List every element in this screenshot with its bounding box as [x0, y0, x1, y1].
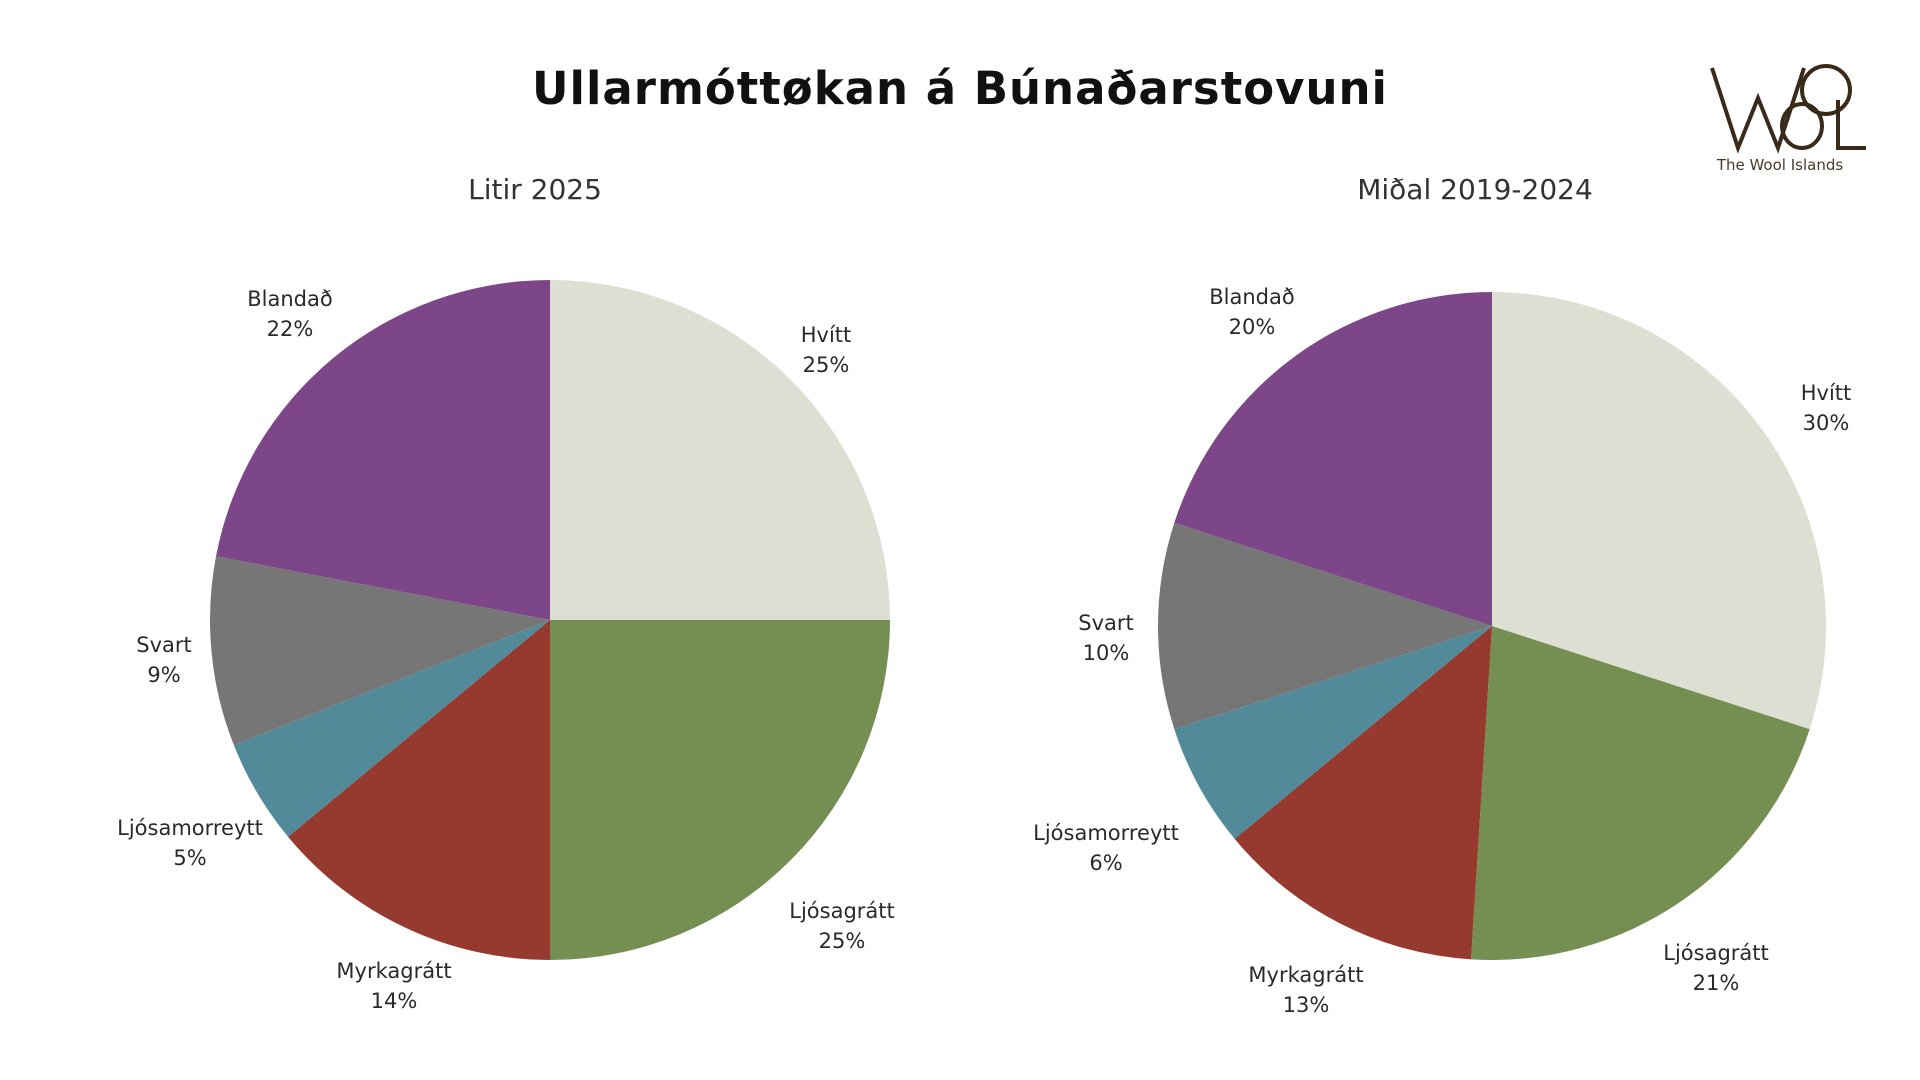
- slice-label-ljosagratt: Ljósagrátt: [789, 899, 895, 923]
- pie-chart-2025: Hvítt 25% Ljósagrátt 25% Myrkagrátt 14% Ljósam…: [117, 280, 895, 1013]
- slice-value-label-svart: 9%: [147, 663, 180, 687]
- pie-slice-hvitt: [1492, 292, 1826, 730]
- chart-title-2025: Litir 2025: [468, 173, 602, 206]
- slice-value-label-hvitt: 25%: [803, 353, 850, 377]
- slice-label-myrkagratt: Myrkagrátt: [1248, 963, 1363, 987]
- slice-value-label-hvitt: 30%: [1803, 411, 1850, 435]
- slice-value-label-ljosamorreytt: 5%: [173, 846, 206, 870]
- pie-slice-svart: [210, 556, 550, 746]
- pie-slice-blandad: [216, 280, 550, 620]
- pie-slice-ljosagratt: [550, 620, 890, 960]
- pie-slice-ljosamorreytt: [1174, 626, 1492, 839]
- slice-value-label-myrkagratt: 14%: [371, 989, 418, 1013]
- logo-o-glyph: [1800, 64, 1852, 116]
- slice-value-label-ljosagratt: 25%: [819, 929, 866, 953]
- pie-slice-myrkagratt: [1234, 626, 1492, 960]
- slice-label-myrkagratt: Myrkagrátt: [336, 959, 451, 983]
- pie-slice-hvitt: [550, 280, 890, 620]
- slice-label-blandad: Blandað: [1209, 285, 1294, 309]
- slice-value-label-blandad: 20%: [1229, 315, 1276, 339]
- chart-title-average: Miðal 2019-2024: [1357, 173, 1593, 206]
- pie-slice-myrkagratt: [288, 620, 550, 960]
- pie-slice-ljosagratt: [1471, 626, 1810, 960]
- logo-o2-glyph: [1780, 102, 1824, 150]
- page-title: Ullarmóttøkan á Búnaðarstovuni: [532, 62, 1388, 115]
- slice-value-label-ljosamorreytt: 6%: [1089, 851, 1122, 875]
- slice-label-ljosagratt: Ljósagrátt: [1663, 941, 1769, 965]
- pie-slice-ljosamorreytt: [233, 620, 551, 837]
- pie-slice-svart: [1158, 522, 1492, 730]
- pie-slice-blandad: [1174, 292, 1492, 626]
- slice-label-ljosamorreytt: Ljósamorreytt: [1033, 821, 1179, 845]
- slice-value-label-ljosagratt: 21%: [1693, 971, 1740, 995]
- slice-value-label-svart: 10%: [1083, 641, 1130, 665]
- slice-label-hvitt: Hvítt: [801, 323, 852, 347]
- slice-label-svart: Svart: [1078, 611, 1134, 635]
- wool-islands-logo: [1710, 64, 1866, 154]
- slice-label-ljosamorreytt: Ljósamorreytt: [117, 816, 263, 840]
- slice-label-blandad: Blandað: [247, 287, 332, 311]
- slice-value-label-myrkagratt: 13%: [1283, 993, 1330, 1017]
- logo-caption: The Wool Islands: [1716, 156, 1844, 174]
- slice-label-hvitt: Hvítt: [1801, 381, 1852, 405]
- slice-value-label-blandad: 22%: [267, 317, 314, 341]
- slice-label-svart: Svart: [136, 633, 192, 657]
- logo-w-glyph: [1710, 67, 1806, 154]
- pie-chart-average: Hvítt 30% Ljósagrátt 21% Myrkagrátt 13% Ljósam…: [1033, 285, 1851, 1017]
- logo-l-glyph: [1836, 100, 1866, 150]
